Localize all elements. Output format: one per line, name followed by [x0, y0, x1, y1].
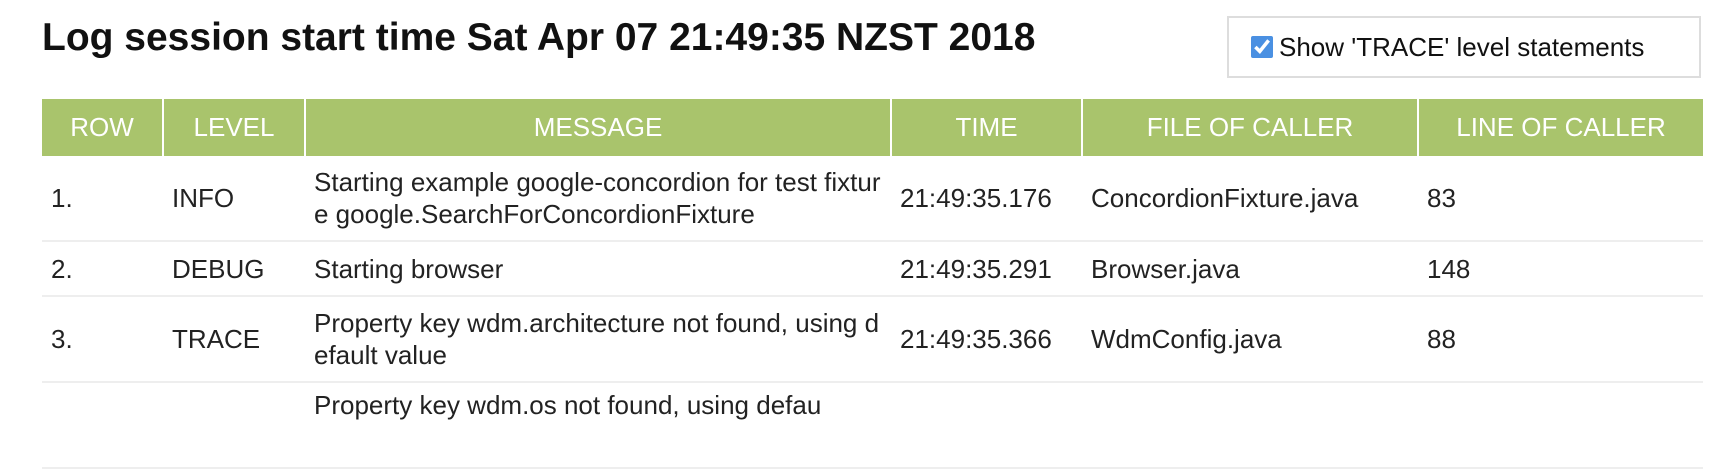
cell: 2. [42, 241, 163, 297]
column-header: MESSAGE [304, 99, 891, 156]
cell: 21:49:35.366 [891, 296, 1082, 383]
cell: 88 [1418, 296, 1703, 383]
cell: Browser.java [1082, 241, 1418, 297]
cell: Property key wdm.os not found, using def… [305, 382, 891, 469]
page: Log session start time Sat Apr 07 21:49:… [42, 16, 1703, 469]
log-table: ROW LEVEL MESSAGE TIME FILE OF CALLER LINE OF… [42, 99, 1703, 469]
cell: ConcordionFixture.java [1082, 156, 1418, 242]
column-header: ROW [42, 99, 163, 156]
cell: 21:49:35.176 [891, 156, 1082, 242]
cell: 3. [42, 296, 163, 383]
cell [42, 382, 163, 469]
trace-label: Show 'TRACE' level statements [1279, 31, 1645, 62]
log-row-partial: Property key wdm.os not found, using def… [42, 382, 1703, 469]
cell: Property key wdm.architecture not found,… [305, 296, 891, 383]
trace-toggle[interactable]: Show 'TRACE' level statements [1227, 16, 1701, 78]
cell: Starting example google-concordion for t… [305, 156, 891, 242]
cell: INFO [163, 156, 305, 242]
cell [1418, 382, 1703, 469]
cell [1082, 382, 1418, 469]
cell: 148 [1418, 241, 1703, 297]
header-row: ROW LEVEL MESSAGE TIME FILE OF CALLER LINE OF… [42, 99, 1703, 156]
page-title: Log session start time Sat Apr 07 21:49:… [42, 16, 1036, 59]
column-header: LINE OF CALLER [1417, 99, 1703, 156]
cell [891, 382, 1082, 469]
log-row: 2. DEBUG Starting browser 21:49:35.291 Brows… [42, 241, 1703, 297]
cell: 21:49:35.291 [891, 241, 1082, 297]
column-header: TIME [890, 99, 1082, 156]
cell [163, 382, 305, 469]
cell: Starting browser [305, 241, 891, 297]
log-row: 3. TRACE Property key wdm.architecture not… [42, 296, 1703, 383]
cell: 83 [1418, 156, 1703, 242]
table-body: 1. INFO Starting example google-concordion… [42, 156, 1703, 469]
cell: 1. [42, 156, 163, 242]
log-row: 1. INFO Starting example google-concordion… [42, 156, 1703, 242]
column-header: FILE OF CALLER [1081, 99, 1418, 156]
cell: DEBUG [163, 241, 305, 297]
trace-checkbox[interactable] [1251, 36, 1273, 58]
cell: TRACE [163, 296, 305, 383]
column-header: LEVEL [162, 99, 305, 156]
cell: WdmConfig.java [1082, 296, 1418, 383]
